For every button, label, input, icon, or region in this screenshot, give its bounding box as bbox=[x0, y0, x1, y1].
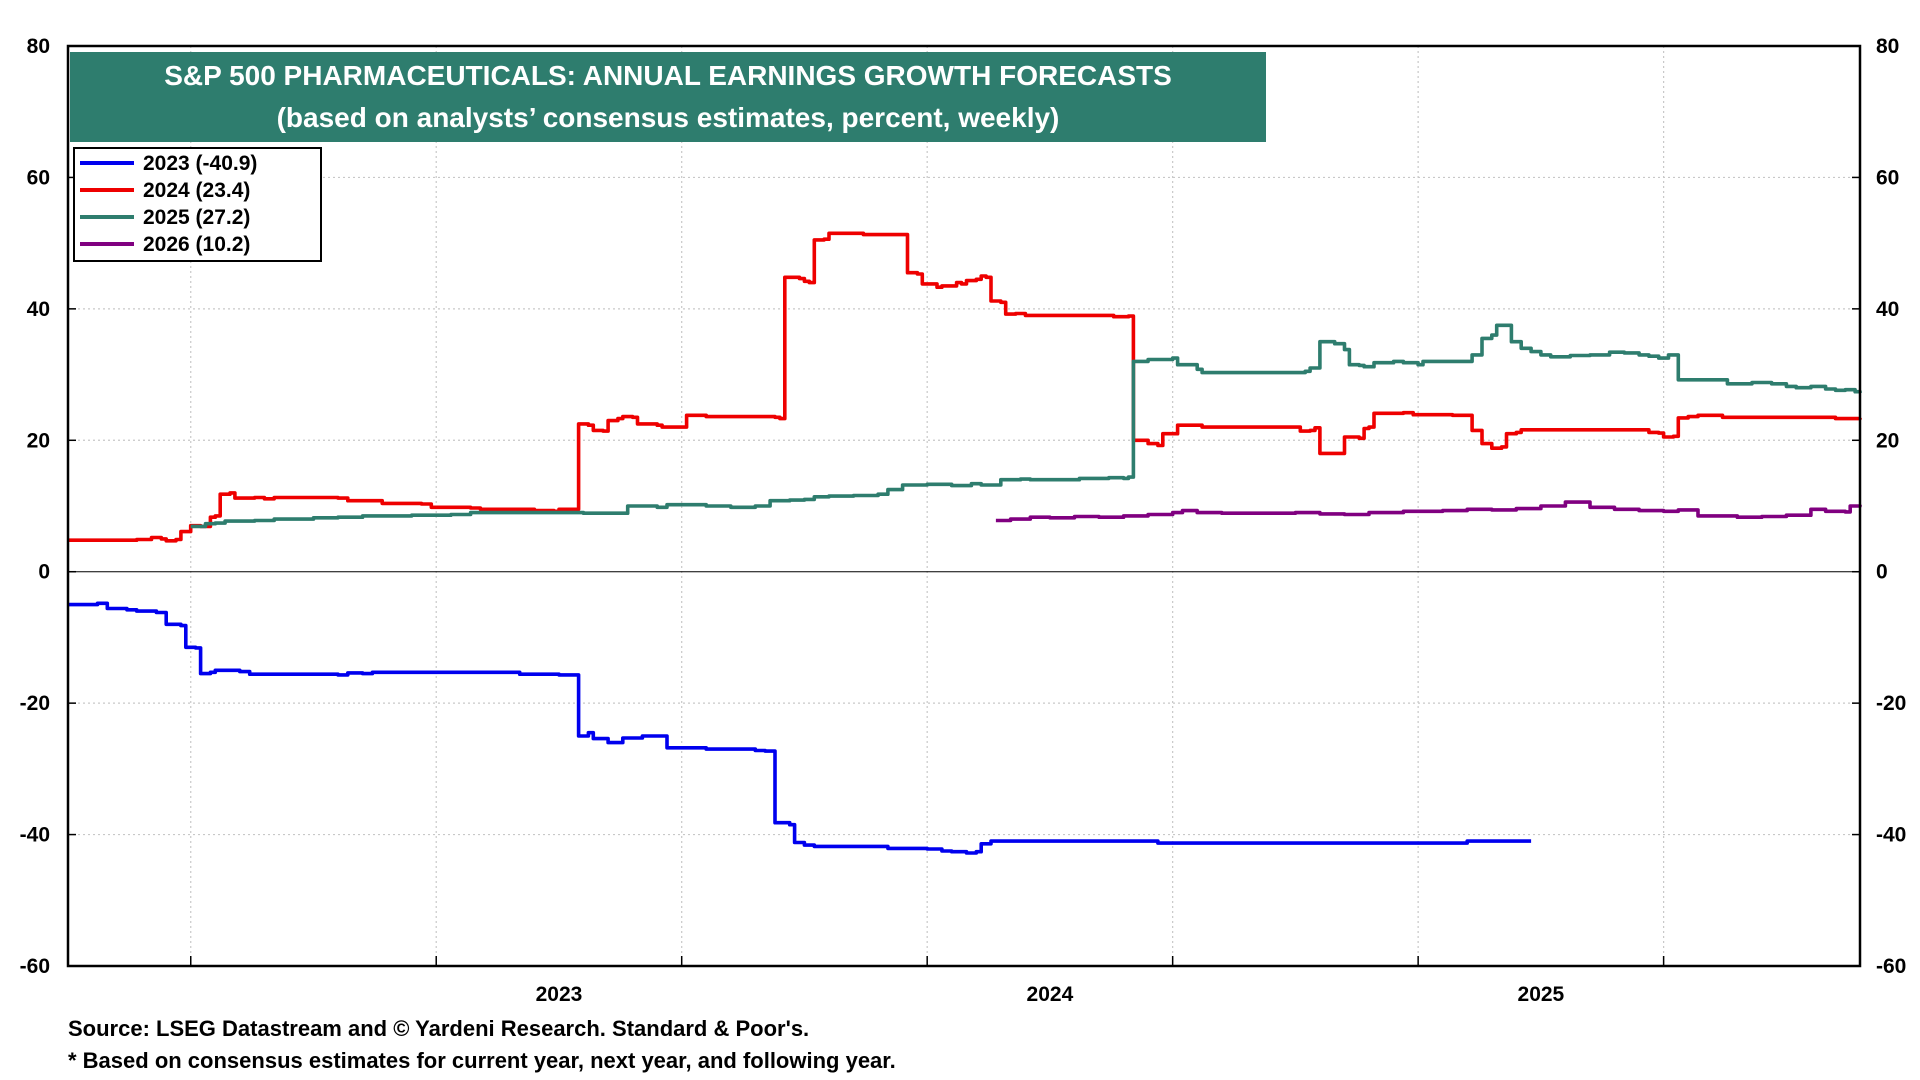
legend-label: 2026 (10.2) bbox=[143, 233, 250, 256]
legend-label: 2023 (-40.9) bbox=[143, 152, 257, 175]
x-tick-label: 2023 bbox=[536, 983, 583, 1006]
y-tick-label-left: -60 bbox=[20, 955, 50, 978]
y-tick-label-right: -60 bbox=[1876, 955, 1906, 978]
y-tick-label-right: -40 bbox=[1876, 824, 1906, 847]
series-line-4 bbox=[995, 500, 1862, 523]
grid bbox=[68, 46, 1860, 966]
footnote: * Based on consensus estimates for curre… bbox=[68, 1048, 896, 1073]
series-line-3 bbox=[190, 323, 1862, 529]
legend: 2023 (-40.9) 2024 (23.4) 2025 (27.2) 2026 (… bbox=[73, 147, 322, 262]
y-tick-label-right: -20 bbox=[1876, 692, 1906, 715]
axes: -60 -60 -40 -40 -20 -20 0 0 20 20 40 40 60 60 80 80 2023… bbox=[20, 35, 1907, 1006]
y-tick-label-left: -40 bbox=[20, 824, 50, 847]
y-tick-label-right: 20 bbox=[1876, 429, 1899, 452]
chart-title: S&P 500 PHARMACEUTICALS: ANNUAL EARNINGS… bbox=[164, 60, 1172, 91]
y-tick-label-right: 80 bbox=[1876, 35, 1899, 58]
y-tick-label-left: 80 bbox=[27, 35, 50, 58]
x-tick-label: 2024 bbox=[1027, 983, 1074, 1006]
legend-label: 2025 (27.2) bbox=[143, 206, 250, 229]
chart-subtitle: (based on analysts’ consensus estimates,… bbox=[277, 102, 1060, 133]
series-line-1 bbox=[68, 601, 1532, 855]
x-tick-label: 2025 bbox=[1518, 983, 1565, 1006]
y-tick-label-right: 40 bbox=[1876, 298, 1899, 321]
series-layer bbox=[68, 231, 1862, 855]
y-tick-label-left: 0 bbox=[38, 561, 50, 584]
y-tick-label-left: 60 bbox=[27, 166, 50, 189]
y-tick-label-left: -20 bbox=[20, 692, 50, 715]
series-line-2 bbox=[68, 231, 1862, 543]
y-tick-label-right: 60 bbox=[1876, 166, 1899, 189]
source-note: Source: LSEG Datastream and © Yardeni Re… bbox=[68, 1016, 810, 1041]
title-box: S&P 500 PHARMACEUTICALS: ANNUAL EARNINGS… bbox=[70, 52, 1266, 142]
y-tick-label-right: 0 bbox=[1876, 561, 1888, 584]
plot-frame bbox=[66, 44, 1862, 968]
y-tick-label-left: 20 bbox=[27, 429, 50, 452]
legend-label: 2024 (23.4) bbox=[143, 179, 250, 202]
y-tick-label-left: 40 bbox=[27, 298, 50, 321]
